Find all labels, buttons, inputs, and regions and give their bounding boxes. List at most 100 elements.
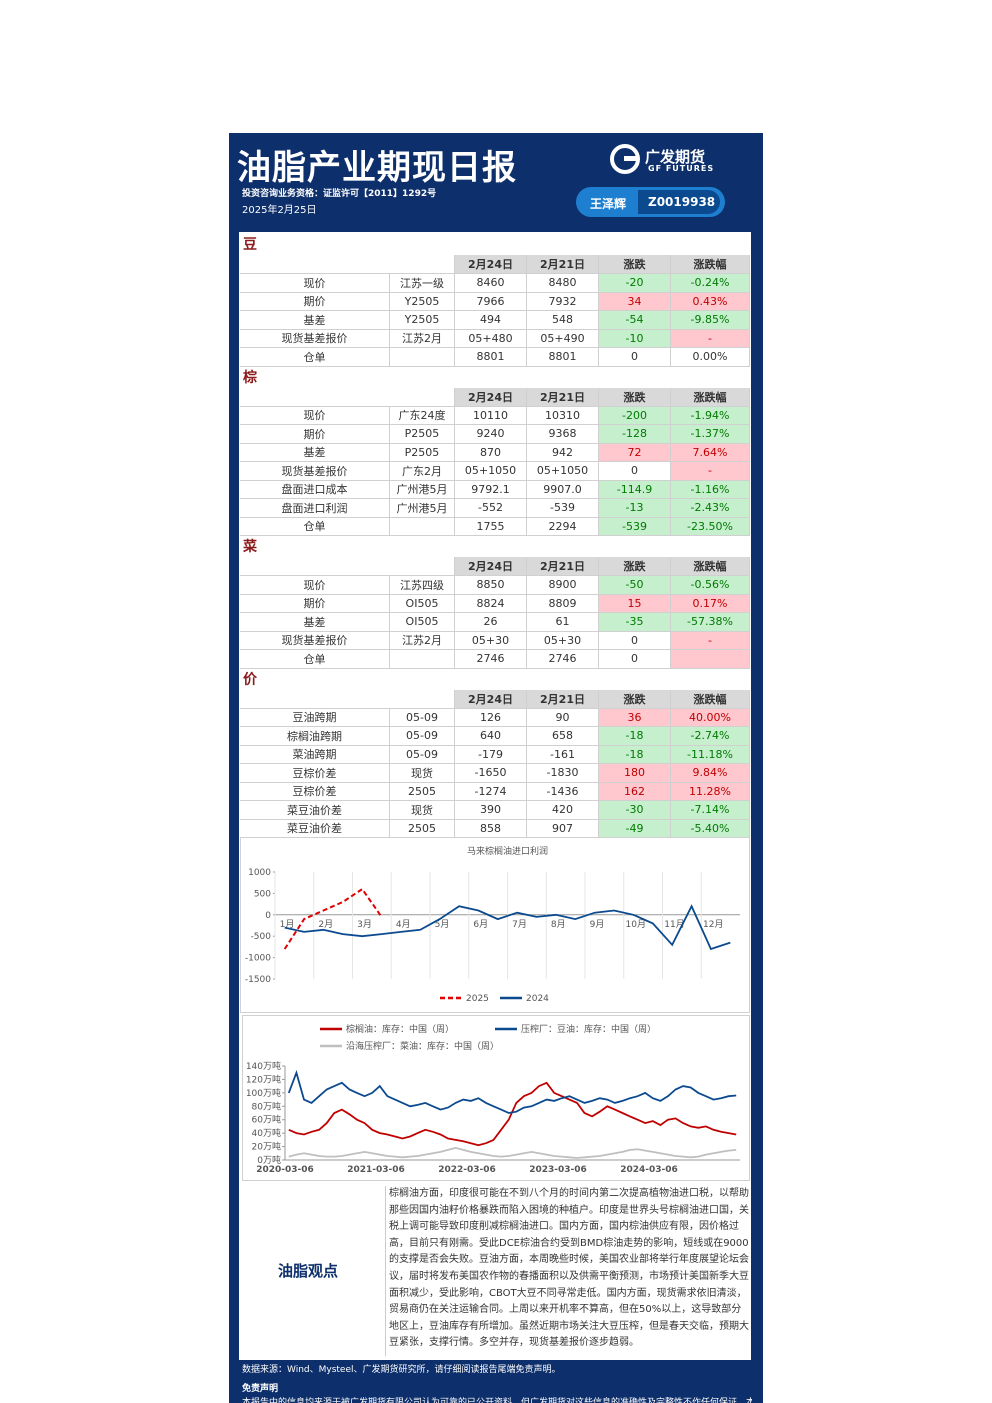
cell-value: 7.64% (671, 443, 750, 462)
cell-value: 0.00% (671, 348, 750, 367)
cell-value: 9907.0 (527, 480, 599, 499)
row-label: 江苏一级 (390, 274, 455, 293)
date: 2025年2月25日 (242, 205, 317, 216)
row-label: 05-09 (390, 708, 455, 727)
y-tick-label: -1500 (245, 975, 271, 985)
row-label: 仓单 (240, 348, 390, 367)
cell-value: 7966 (455, 292, 527, 311)
row-label: 现货基差报价 (240, 462, 390, 481)
logo-en: GF FUTURES (648, 164, 715, 173)
row-label: 江苏2月 (390, 631, 455, 650)
column-header: 2月24日 (455, 689, 527, 709)
cell-value: 2746 (527, 650, 599, 669)
cell-value: 390 (455, 801, 527, 820)
cell-value: -1.16% (671, 480, 750, 499)
cell-value: 162 (599, 782, 671, 801)
cell-value: 0 (599, 650, 671, 669)
row-label: 广东2月 (390, 462, 455, 481)
cell-value: 8824 (455, 594, 527, 613)
row-label: 现货 (390, 764, 455, 783)
y-tick-label: 80万吨 (252, 1100, 281, 1112)
x-tick-label: 2022-03-06 (438, 1165, 496, 1175)
column-header: 2月21日 (527, 387, 599, 407)
row-label: 期价 (240, 425, 390, 444)
row-label (390, 650, 455, 669)
cell-value: -161 (527, 745, 599, 764)
cell-value: -114.9 (599, 480, 671, 499)
cell-value: -552 (455, 499, 527, 518)
row-label: 期价 (240, 594, 390, 613)
series-line (287, 1069, 737, 1114)
cell-value: 907 (527, 819, 599, 838)
row-label: 豆棕价差 (240, 782, 390, 801)
legend-label: 棕榈油：库存：中国（周） (346, 1023, 454, 1035)
x-tick-label: 2020-03-06 (256, 1165, 314, 1175)
cell-value: 658 (527, 727, 599, 746)
cell-value: -11.18% (671, 745, 750, 764)
row-label: 现价 (240, 274, 390, 293)
cell-value: 8480 (527, 274, 599, 293)
row-label: 豆油跨期 (240, 708, 390, 727)
y-tick-label: 1000 (248, 868, 271, 878)
x-tick-label: 1月 (280, 919, 295, 930)
cell-value: 8850 (455, 576, 527, 595)
column-header: 涨跌 (599, 255, 671, 274)
cell-value: 0 (599, 631, 671, 650)
row-label: 菜豆油价差 (240, 819, 390, 838)
disclaimer: 本报告中的信息均来源于被广发期货有限公司认为可靠的已公开资料，但广发期货对这些信… (242, 1398, 752, 1403)
row-label: OI505 (390, 594, 455, 613)
cell-value: -5.40% (671, 819, 750, 838)
cell-value: 0.17% (671, 594, 750, 613)
author-label: 王泽辉 (590, 197, 627, 211)
cell-value: 870 (455, 443, 527, 462)
y-tick-label: 0万吨 (257, 1154, 281, 1166)
row-label: OI505 (390, 613, 455, 632)
y-tick-label: 40万吨 (252, 1127, 281, 1139)
y-tick-label: -1000 (245, 954, 271, 964)
row-label: 现货 (390, 801, 455, 820)
cell-value: -18 (599, 727, 671, 746)
series-line (288, 1081, 737, 1147)
cell-value: 640 (455, 727, 527, 746)
cell-value: 05+30 (455, 631, 527, 650)
column-header: 2月24日 (455, 557, 527, 576)
cell-value: 05+1050 (455, 462, 527, 481)
y-tick-label: 500 (254, 889, 271, 899)
row-label: 盘面进口利润 (240, 499, 390, 518)
cell-value: -2.74% (671, 727, 750, 746)
row-label: 现货基差报价 (240, 329, 390, 348)
cell-value: - (671, 631, 750, 650)
series-line (288, 1146, 737, 1159)
cell-value: -50 (599, 576, 671, 595)
x-tick-label: 3月 (357, 919, 372, 930)
y-tick-label: 0 (265, 911, 271, 921)
cell-value: 0 (599, 348, 671, 367)
cell-value: -1.94% (671, 406, 750, 425)
cell-value: -18 (599, 745, 671, 764)
cell-value: -1436 (527, 782, 599, 801)
row-label: 江苏四级 (390, 576, 455, 595)
cell-value: 05+480 (455, 329, 527, 348)
column-header: 涨跌幅 (671, 387, 750, 407)
logo-icon (610, 144, 640, 174)
cell-value: 72 (599, 443, 671, 462)
cell-value: 05+1050 (527, 462, 599, 481)
cell-value: -54 (599, 311, 671, 330)
row-label: 基差 (240, 311, 390, 330)
row-label: 广州港5月 (390, 480, 455, 499)
chart-title: 马来棕榈油进口利润 (467, 845, 548, 857)
row-label: 基差 (240, 613, 390, 632)
cell-value: 8460 (455, 274, 527, 293)
cell-value: -7.14% (671, 801, 750, 820)
source: 数据来源：Wind、Mysteel、广发期货研究所，请仔细阅读报告尾端免责声明。 (242, 1365, 561, 1375)
row-label: 基差 (240, 443, 390, 462)
row-label: 豆棕价差 (240, 764, 390, 783)
cell-value: -57.38% (671, 613, 750, 632)
legend-label: 压榨厂：豆油：库存：中国（周） (521, 1023, 656, 1035)
author-id: Z0019938 (648, 195, 716, 209)
column-header: 2月21日 (527, 689, 599, 709)
cell-value: -1650 (455, 764, 527, 783)
cell-value: 9792.1 (455, 480, 527, 499)
logo-cn: 广发期货 (645, 148, 706, 166)
